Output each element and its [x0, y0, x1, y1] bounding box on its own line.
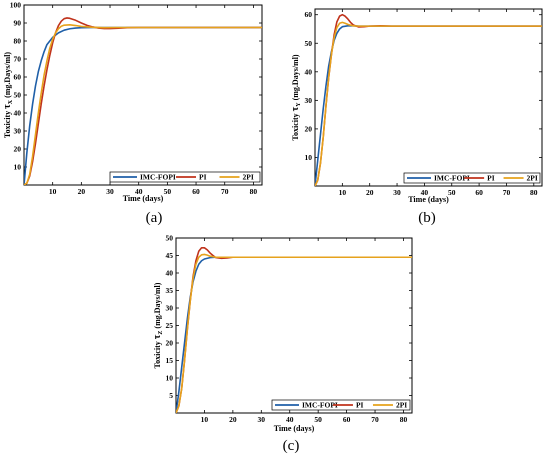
- panel-c-x-tick-label: 50: [314, 415, 322, 424]
- panel-b-y-tick-label: 10: [305, 153, 313, 162]
- panel-a-y-axis-label: Toxicity τX (mg.Days/ml): [2, 52, 14, 139]
- panel-b-x-tick-label: 80: [530, 188, 538, 197]
- panel-a-y-tick-label: 50: [14, 91, 22, 100]
- panel-a-y-tick-label: 70: [14, 55, 22, 64]
- panel-b-series-group: [315, 13, 542, 186]
- panel-b-plot-frame: [314, 8, 543, 187]
- panel-c-y-tick-label: 40: [166, 269, 174, 278]
- panel-a-x-tick-label: 30: [106, 187, 114, 196]
- panel-b-x-tick-label: 10: [339, 188, 347, 197]
- panel-c-y-tick-label: 35: [166, 286, 174, 295]
- panel-a-legend: IMC-FOPI PI 2PI: [109, 171, 261, 183]
- panel-c-y-tick-label: 15: [166, 356, 174, 365]
- panel-a-caption: (a): [146, 210, 163, 226]
- panel-c: (c) 10 20 30 40 50 60 70 805101520253035404550T…: [152, 234, 413, 454]
- panel-b-series-2pi-line: [315, 21, 542, 186]
- panel-b: (b) 10 20 30 40 50 60 70 80 10 20 30 40 50 60 Time (da…: [290, 8, 543, 226]
- panel-c-y-axis-label: Toxicity τZ (mg.Days/ml): [152, 282, 164, 368]
- panel-a-x-tick-label: 20: [78, 187, 86, 196]
- panel-a-series-group: [24, 17, 262, 185]
- panel-c-x-tick-label: 20: [229, 415, 237, 424]
- panel-c-y-tick-label: 25: [166, 321, 174, 330]
- panel-b-x-tick-label: 20: [366, 188, 374, 197]
- panel-b-legend: IMC-FOPI PI 2PI: [403, 172, 541, 184]
- panel-a-y-tick-label: 80: [14, 37, 22, 46]
- panel-c-x-tick-label: 30: [258, 415, 266, 424]
- panel-c-caption: (c): [283, 438, 300, 454]
- panel-c-series-2pi-line: [176, 253, 412, 413]
- panel-c-x-tick-label: 60: [343, 415, 351, 424]
- panel-c-legend-label-2pi: 2PI: [396, 401, 407, 410]
- panel-c-x-tick-label: 10: [201, 415, 209, 424]
- panel-a-y-tick-label: 60: [14, 73, 22, 82]
- panel-b-x-tick-label: 70: [503, 188, 511, 197]
- panel-c-y-tick-label: 10: [166, 374, 174, 383]
- panel-b-x-tick-label: 30: [393, 188, 401, 197]
- panel-c-y-tick-label: 20: [166, 339, 174, 348]
- panel-a-x-tick-label: 40: [135, 187, 143, 196]
- panel-b-legend-label-imc-fopi: IMC-FOPI: [434, 174, 470, 183]
- panel-b-x-tick-label: 50: [448, 188, 456, 197]
- panel-c-y-tick-label: 45: [166, 251, 174, 260]
- panel-a-y-tick-label: 90: [14, 19, 22, 28]
- panel-c-x-tick-label: 70: [371, 415, 379, 424]
- panel-c-series-group: [176, 247, 412, 413]
- panel-a-legend-label-pi: PI: [199, 173, 207, 182]
- panel-b-y-axis-label: Toxicity τY (mg.Days/ml): [290, 54, 302, 141]
- panel-a: (a) 10 20 30 40 50 60 70 80 10 20 30 40 50 60 70 80 90 10…: [2, 1, 263, 226]
- panel-a-x-tick-label: 10: [49, 187, 57, 196]
- panel-b-y-tick-label: 50: [305, 39, 313, 48]
- panel-a-y-tick-label: 30: [14, 127, 22, 136]
- panel-b-legend-label-2pi: 2PI: [527, 174, 538, 183]
- panel-b-legend-label-pi: PI: [487, 174, 495, 183]
- panel-b-y-tick-label: 30: [305, 96, 313, 105]
- panel-b-x-tick-label: 60: [475, 188, 483, 197]
- panel-c-legend-label-pi: PI: [356, 401, 364, 410]
- panel-c-y-tick-label: 50: [166, 234, 174, 243]
- panel-b-y-tick-label: 60: [305, 10, 313, 19]
- panel-a-y-tick-label: 100: [10, 1, 22, 10]
- panel-c-x-tick-label: 40: [286, 415, 294, 424]
- panel-a-legend-label-2pi: 2PI: [243, 173, 254, 182]
- panel-b-caption: (b): [418, 210, 436, 226]
- panel-a-series-2pi-line: [24, 23, 262, 185]
- panel-a-y-tick-label: 10: [14, 163, 22, 172]
- panel-a-x-tick-label: 50: [164, 187, 172, 196]
- panel-c-y-tick-label: 30: [166, 304, 174, 313]
- panel-a-x-tick-label: 70: [221, 187, 229, 196]
- panel-c-legend: IMC-FOPI PI 2PI: [271, 399, 411, 411]
- panel-a-x-axis-label: Time (days): [123, 194, 164, 203]
- panel-c-legend-label-imc-fopi: IMC-FOPI: [302, 401, 338, 410]
- panel-b-x-axis-label: Time (days): [408, 195, 449, 204]
- panel-b-y-tick-label: 20: [305, 124, 313, 133]
- panel-a-y-tick-label: 40: [14, 109, 22, 118]
- panel-c-x-tick-label: 80: [400, 415, 408, 424]
- panel-a-x-tick-label: 60: [192, 187, 200, 196]
- panel-b-y-tick-label: 40: [305, 67, 313, 76]
- panel-c-y-tick-label: 5: [169, 391, 173, 400]
- panel-b-x-tick-label: 40: [421, 188, 429, 197]
- panel-c-x-axis-label: Time (days): [274, 424, 315, 433]
- panel-a-y-tick-label: 20: [14, 145, 22, 154]
- panel-a-x-tick-label: 80: [250, 187, 258, 196]
- panel-a-legend-label-imc-fopi: IMC-FOPI: [140, 173, 176, 182]
